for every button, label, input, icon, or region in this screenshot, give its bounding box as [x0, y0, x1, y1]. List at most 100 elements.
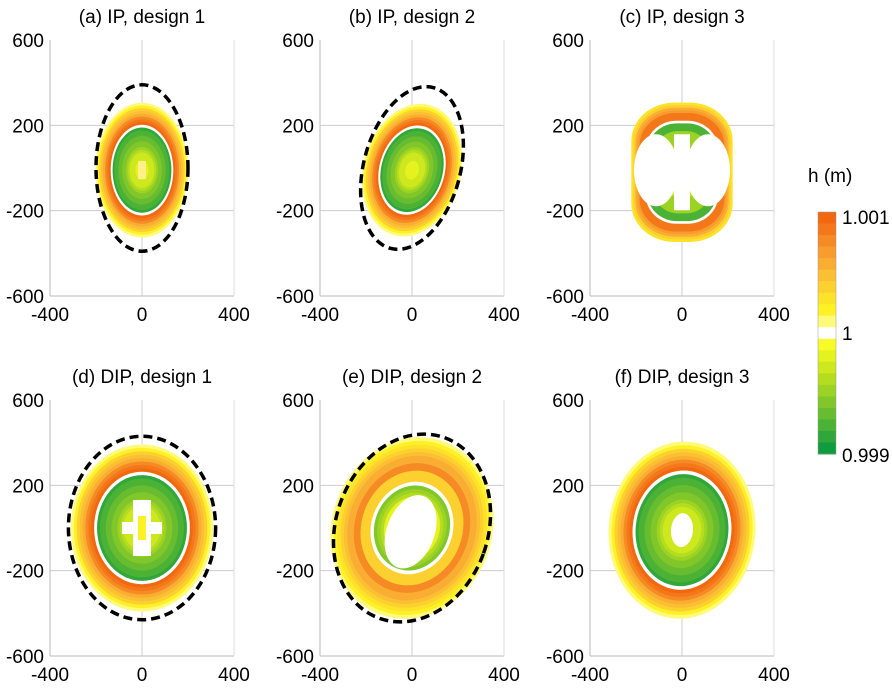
colorbar-swatch	[818, 315, 836, 328]
x-tick-label: 0	[137, 305, 148, 326]
panel-title: (f) DIP, design 3	[615, 367, 750, 388]
colorbar-tick-label: 1.001	[842, 208, 890, 229]
y-tick-label: -600	[276, 647, 314, 668]
dashed-boundary	[358, 84, 466, 252]
x-tick-label: -400	[571, 665, 609, 686]
y-tick-label: -600	[546, 647, 584, 668]
colorbar-swatch	[818, 384, 836, 397]
heatmap-field	[330, 437, 494, 619]
x-tick-label: -400	[571, 305, 609, 326]
colorbar-label: h (m)	[808, 166, 852, 187]
y-tick-label: 600	[282, 391, 314, 412]
colorbar-swatch	[818, 396, 836, 409]
y-tick-label: 200	[552, 476, 584, 497]
x-tick-label: 400	[488, 665, 520, 686]
colorbar-tick-label: 0.999	[842, 446, 890, 467]
colorbar-swatch	[818, 442, 836, 455]
panel-6: (f) DIP, design 3 600 200 -200 -600-400 0 400	[546, 367, 790, 686]
dashed-boundary	[94, 83, 190, 253]
y-tick-label: 200	[12, 116, 44, 137]
center-hole	[674, 134, 690, 211]
panel-title: (e) DIP, design 2	[342, 367, 482, 388]
y-tick-label: 600	[552, 391, 584, 412]
x-tick-label: -400	[31, 665, 69, 686]
panel-title: (c) IP, design 3	[619, 7, 744, 28]
y-tick-label: 200	[282, 476, 314, 497]
y-tick-label: 600	[12, 31, 44, 52]
colorbar-swatch	[818, 373, 836, 386]
x-tick-label: -400	[301, 305, 339, 326]
dashed-boundary	[331, 432, 493, 624]
colorbar-swatch	[818, 338, 836, 351]
dashed-boundary	[66, 434, 218, 622]
y-tick-label: -200	[276, 562, 314, 583]
center-hole	[384, 495, 437, 569]
y-tick-label: -200	[546, 202, 584, 223]
center-hole	[634, 134, 678, 207]
colorbar-swatch	[818, 419, 836, 432]
colorbar-frame	[817, 211, 837, 455]
colorbar-swatch	[818, 304, 836, 317]
panel-5: (e) DIP, design 2 600 200 -200 -600-400 0 400	[276, 367, 520, 686]
x-tick-label: 0	[407, 305, 418, 326]
heatmap-field	[70, 444, 214, 612]
y-tick-label: -200	[6, 202, 44, 223]
colorbar-swatch	[818, 246, 836, 259]
colorbar-swatch	[818, 223, 836, 236]
y-tick-label: 200	[552, 116, 584, 137]
panel-title: (d) DIP, design 1	[72, 367, 212, 388]
y-tick-label: 200	[282, 116, 314, 137]
x-tick-label: 0	[407, 665, 418, 686]
heatmap-field	[608, 441, 756, 619]
y-tick-label: 600	[282, 31, 314, 52]
colorbar-swatch	[818, 258, 836, 271]
x-tick-label: -400	[301, 665, 339, 686]
center-patch	[138, 516, 146, 540]
colorbar-swatch	[818, 350, 836, 363]
y-tick-label: -600	[6, 287, 44, 308]
colorbar-tick-label: 1	[842, 324, 853, 345]
y-tick-label: 200	[12, 476, 44, 497]
heatmap-field	[361, 103, 463, 237]
center-hole	[686, 134, 730, 207]
x-tick-label: 400	[758, 305, 790, 326]
x-tick-label: -400	[31, 305, 69, 326]
x-tick-label: 400	[758, 665, 790, 686]
colorbar-swatch	[818, 212, 836, 225]
y-tick-label: -200	[6, 562, 44, 583]
heatmap-field	[95, 102, 189, 238]
heatmap-field	[631, 102, 733, 242]
panel-title: (a) IP, design 1	[79, 7, 205, 28]
panel-3: (c) IP, design 3 600 200 -200 -600-400 0 400	[546, 7, 790, 326]
contour-band	[404, 160, 420, 180]
y-tick-label: -600	[6, 647, 44, 668]
colorbar-swatch	[818, 361, 836, 374]
y-tick-label: 600	[12, 391, 44, 412]
x-tick-label: 400	[488, 305, 520, 326]
y-tick-label: -200	[546, 562, 584, 583]
x-tick-label: 400	[218, 305, 250, 326]
y-tick-label: -600	[276, 287, 314, 308]
panel-2: (b) IP, design 2 600 200 -200 -600-400 0 400	[276, 7, 520, 326]
colorbar-swatch	[818, 269, 836, 282]
y-tick-label: -200	[276, 202, 314, 223]
center-hole	[670, 513, 694, 548]
y-tick-label: -600	[546, 287, 584, 308]
center-patch	[138, 161, 146, 180]
colorbar-swatch	[818, 292, 836, 305]
colorbar-swatch	[818, 407, 836, 420]
colorbar-swatch	[818, 281, 836, 294]
colorbar: h (m) 1.001 1 0.999	[808, 166, 890, 467]
panel-title: (b) IP, design 2	[349, 7, 475, 28]
colorbar-swatch	[818, 430, 836, 443]
panel-4: (d) DIP, design 1 600 200 -200 -600-400 0 400	[6, 367, 250, 686]
x-tick-label: 0	[677, 305, 688, 326]
x-tick-label: 400	[218, 665, 250, 686]
x-tick-label: 0	[677, 665, 688, 686]
panel-1: (a) IP, design 1 600 200 -200 -600-400 0 400	[6, 7, 250, 326]
colorbar-swatch	[818, 235, 836, 248]
y-tick-label: 600	[552, 31, 584, 52]
colorbar-swatch	[818, 327, 836, 340]
